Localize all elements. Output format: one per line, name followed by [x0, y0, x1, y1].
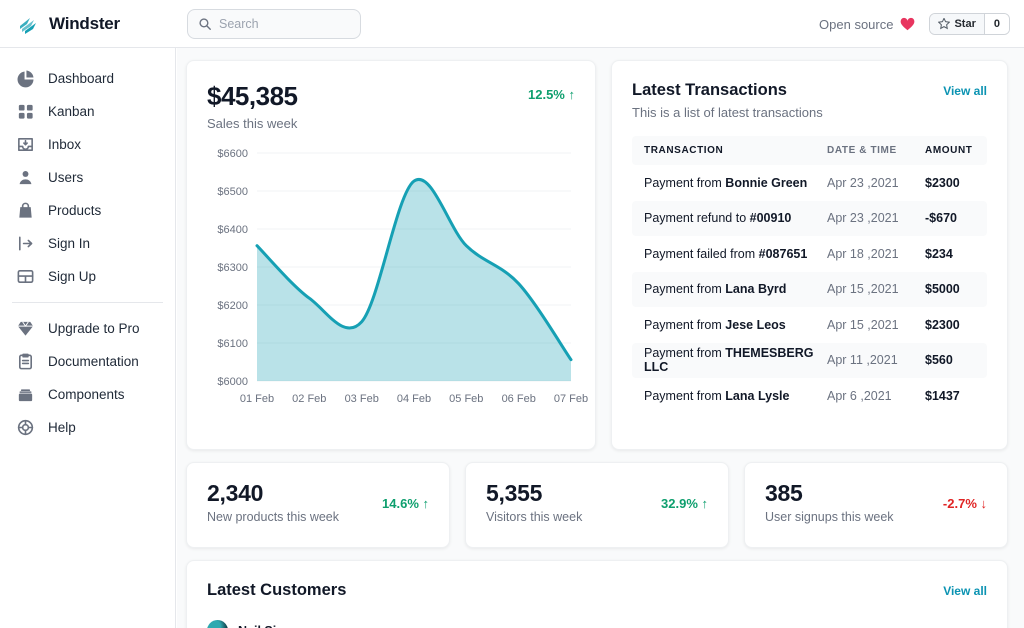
- brand-name: Windster: [49, 14, 120, 33]
- heart-icon: [900, 17, 915, 31]
- brand[interactable]: Windster: [16, 0, 120, 48]
- sales-change-badge: 12.5% ↑: [528, 87, 575, 102]
- gem-icon: [16, 319, 35, 338]
- main-content: $45,385 Sales this week 12.5% ↑ $6000 $61…: [177, 48, 1024, 628]
- sidebar-item-documentation[interactable]: Documentation: [0, 345, 175, 378]
- sidebar-item-dashboard[interactable]: Dashboard: [0, 62, 175, 95]
- column-header-date: DATE & TIME: [827, 145, 897, 156]
- stat-card: 5,355 Visitors this week 32.9% ↑: [465, 462, 729, 548]
- stat-card: 385 User signups this week -2.7% ↓: [744, 462, 1008, 548]
- search-icon: [198, 17, 212, 31]
- stat-change-up: 14.6% ↑: [382, 496, 429, 511]
- sales-chart: $6000 $6100 $6200 $6300 $6400 $6500 $6600 01 Fe…: [217, 148, 588, 405]
- stats-row: 2,340 New products this week 14.6% ↑ 5,3…: [186, 462, 1008, 548]
- list-item[interactable]: Neil Sims: [207, 620, 987, 628]
- transactions-table: TRANSACTION DATE & TIME AMOUNT Payment f…: [632, 136, 987, 414]
- top-navbar: Windster Open source: [0, 0, 1024, 48]
- open-source-label: Open source: [819, 17, 915, 32]
- svg-text:$6300: $6300: [217, 262, 248, 274]
- svg-text:07 Feb: 07 Feb: [554, 393, 588, 405]
- stat-card: 2,340 New products this week 14.6% ↑: [186, 462, 450, 548]
- transactions-header-row: TRANSACTION DATE & TIME AMOUNT: [632, 136, 987, 165]
- sales-amount: $45,385: [207, 81, 298, 111]
- star-icon: [938, 18, 951, 30]
- svg-text:$6500: $6500: [217, 186, 248, 198]
- sidebar-item-products[interactable]: Products: [0, 194, 175, 227]
- sidebar-secondary: Upgrade to Pro Documentation Components …: [0, 312, 175, 444]
- transactions-view-all-link[interactable]: View all: [943, 84, 987, 98]
- sidebar-item-upgrade-to-pro[interactable]: Upgrade to Pro: [0, 312, 175, 345]
- sidebar-item-help[interactable]: Help: [0, 411, 175, 444]
- svg-text:$6100: $6100: [217, 338, 248, 350]
- column-header-amount: AMOUNT: [925, 145, 973, 156]
- svg-text:06 Feb: 06 Feb: [502, 393, 536, 405]
- customers-title: Latest Customers: [207, 581, 347, 599]
- svg-text:$6000: $6000: [217, 376, 248, 388]
- stat-change-down: -2.7% ↓: [942, 496, 987, 511]
- svg-text:01 Feb: 01 Feb: [240, 393, 274, 405]
- user-icon: [16, 168, 35, 187]
- table-row[interactable]: Payment from Lana Byrd Apr 15 ,2021 $500…: [632, 271, 987, 307]
- column-header-transaction: TRANSACTION: [644, 145, 724, 156]
- grid-icon: [16, 102, 35, 121]
- search-box[interactable]: [187, 9, 361, 39]
- shopping-bag-icon: [16, 201, 35, 220]
- svg-text:04 Feb: 04 Feb: [397, 393, 431, 405]
- svg-text:$6400: $6400: [217, 224, 248, 236]
- sidebar-item-users[interactable]: Users: [0, 161, 175, 194]
- svg-text:$6200: $6200: [217, 300, 248, 312]
- sidebar-primary: Dashboard Kanban Inbox Users Products Si…: [0, 62, 175, 293]
- svg-text:02 Feb: 02 Feb: [292, 393, 326, 405]
- table-row[interactable]: Payment failed from #087651 Apr 18 ,2021…: [644, 246, 953, 261]
- latest-customers-card: Latest Customers View all Neil Sims: [186, 560, 1008, 628]
- arrow-up-icon: ↑: [568, 87, 576, 102]
- search-input[interactable]: [219, 17, 339, 31]
- github-star-button[interactable]: Star 0: [929, 13, 1010, 35]
- svg-text:05 Feb: 05 Feb: [449, 393, 483, 405]
- sidebar: Dashboard Kanban Inbox Users Products Si…: [0, 48, 176, 628]
- inbox-icon: [16, 135, 35, 154]
- table-row[interactable]: Payment from THEMESBERG LLC Apr 11 ,2021…: [632, 342, 987, 378]
- life-buoy-icon: [16, 418, 35, 437]
- transactions-rows: Payment from Bonnie Green Apr 23 ,2021 $…: [632, 165, 987, 414]
- customers-rows: Neil Sims: [207, 620, 987, 628]
- sidebar-item-inbox[interactable]: Inbox: [0, 128, 175, 161]
- sign-in-arrow-icon: [16, 234, 35, 253]
- sidebar-item-kanban[interactable]: Kanban: [0, 95, 175, 128]
- form-table-icon: [16, 267, 35, 286]
- table-row[interactable]: Payment from Lana Lysle Apr 6 ,2021 $143…: [644, 388, 960, 403]
- table-row[interactable]: Payment from Jese Leos Apr 15 ,2021 $230…: [644, 317, 960, 332]
- svg-text:03 Feb: 03 Feb: [345, 393, 379, 405]
- archive-icon: [16, 385, 35, 404]
- customers-view-all-link[interactable]: View all: [943, 584, 987, 598]
- transactions-subtitle: This is a list of latest transactions: [632, 105, 823, 120]
- sidebar-divider: [12, 302, 163, 303]
- sidebar-item-sign-up[interactable]: Sign Up: [0, 260, 175, 293]
- star-count[interactable]: 0: [984, 14, 1009, 34]
- stat-change-up: 32.9% ↑: [661, 496, 708, 511]
- table-row[interactable]: Payment from Bonnie Green Apr 23 ,2021 $…: [644, 175, 960, 190]
- clipboard-icon: [16, 352, 35, 371]
- pie-chart-icon: [16, 69, 35, 88]
- sales-chart-card: $45,385 Sales this week 12.5% ↑ $6000 $61…: [186, 60, 596, 450]
- avatar: [207, 620, 228, 628]
- svg-text:$6600: $6600: [217, 148, 248, 160]
- table-row[interactable]: Payment refund to #00910 Apr 23 ,2021 -$…: [632, 200, 987, 236]
- sidebar-item-components[interactable]: Components: [0, 378, 175, 411]
- transactions-title: Latest Transactions: [632, 81, 787, 99]
- sales-subtitle: Sales this week: [207, 116, 298, 131]
- sidebar-item-sign-in[interactable]: Sign In: [0, 227, 175, 260]
- latest-transactions-card: Latest Transactions This is a list of la…: [611, 60, 1008, 450]
- windster-logo-icon: [16, 12, 40, 36]
